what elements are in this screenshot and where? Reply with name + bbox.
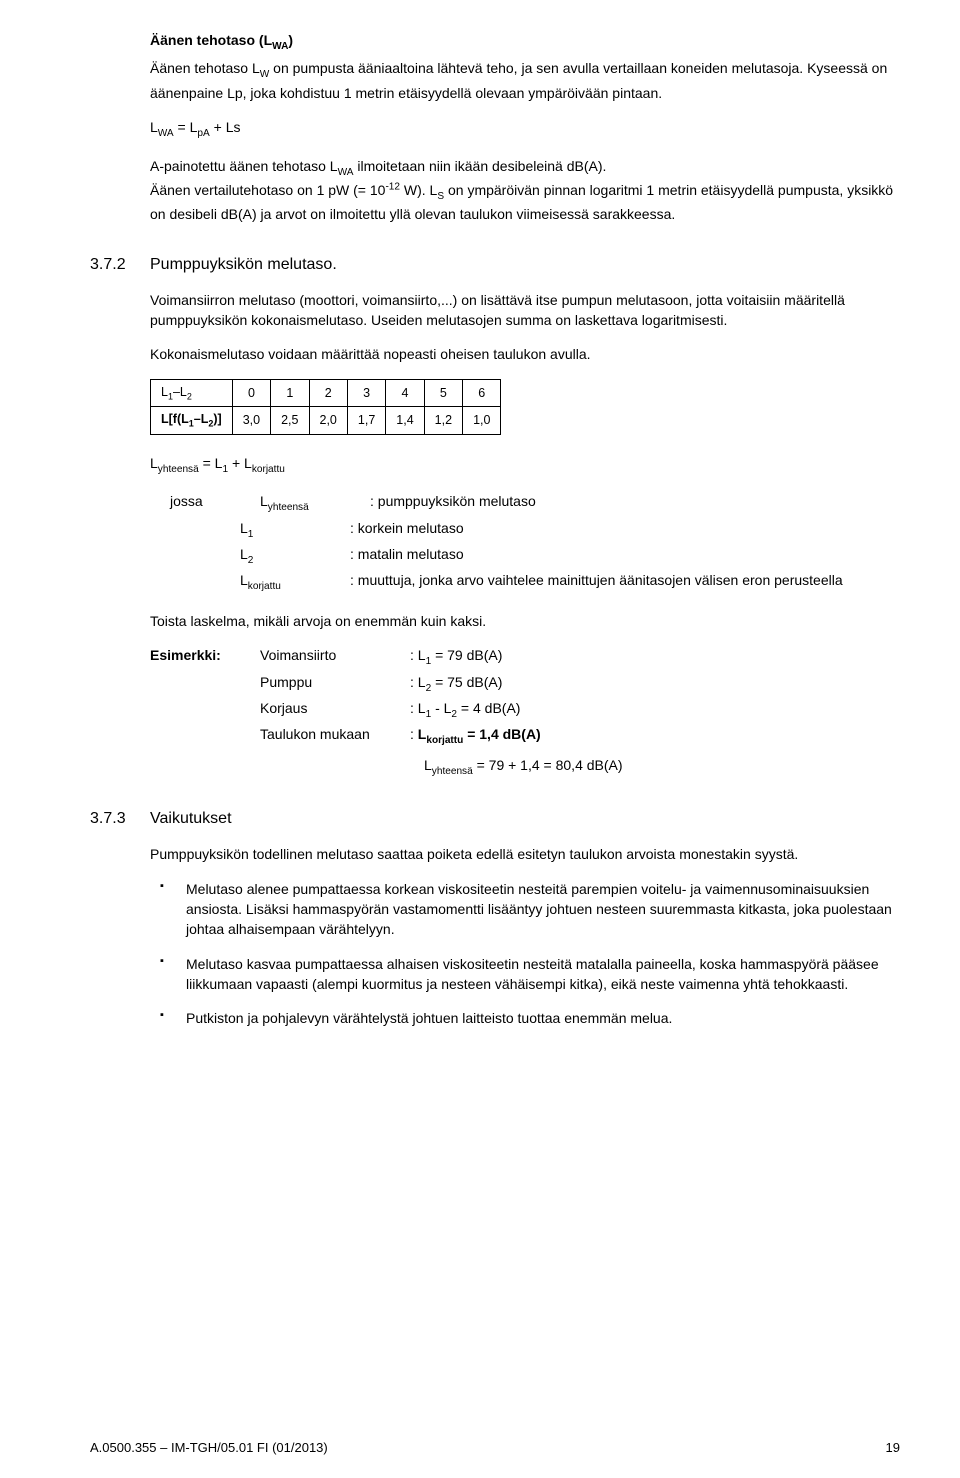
td-val: 1,0 [463,407,501,435]
ex-result: Lyhteensä = 79 + 1,4 = 80,4 dB(A) [410,755,900,779]
th-val: 0 [232,379,270,407]
def-sym: L1 [240,518,350,542]
th-val: 4 [386,379,424,407]
txt: L[f(L1–L2)] [161,412,222,426]
td-val: 1,2 [424,407,462,435]
ex-row: Pumppu : L2 = 75 dB(A) [150,672,900,696]
sub: WA [272,41,288,52]
section-title: Pumppuyksikön melutaso. [150,253,337,276]
txt: Äänen vertailutehotaso on 1 pW (= 10 [150,182,385,198]
page-footer: A.0500.355 – IM-TGH/05.01 FI (01/2013) 1… [90,1439,900,1458]
sub: WA [338,166,354,177]
section-373-body: Pumppuyksikön todellinen melutaso saatta… [150,844,900,1028]
s372-p3: Toista laskelma, mikäli arvoja on enemmä… [150,611,900,631]
th-val: 6 [463,379,501,407]
txt: on pumpusta ääniaaltoina lähtevä teho, j… [150,60,887,100]
sub: W [260,69,270,80]
power-eq: LWA = LpA + Ls [150,117,900,141]
txt: Äänen tehotaso L [150,60,260,76]
ex-c3: : L2 = 75 dB(A) [410,672,900,696]
correction-table: L1–L2 0 1 2 3 4 5 6 L[f(L1–L2)] 3,0 2,5 … [150,379,501,435]
table-row: L1–L2 0 1 2 3 4 5 6 [151,379,501,407]
def-sym: Lkorjattu [240,570,350,594]
ex-c2: Taulukon mukaan [260,724,410,748]
def-row: jossa Lyhteensä : pumppuyksikön melutaso [150,491,900,515]
sup: -12 [385,181,400,192]
td-val: 2,5 [271,407,309,435]
ex-c2: Pumppu [260,672,410,696]
ex-c3: : L1 - L2 = 4 dB(A) [410,698,900,722]
power-level-heading: Äänen tehotaso (LWA) [150,30,900,54]
txt: Äänen tehotaso (L [150,32,272,48]
table-row: L[f(L1–L2)] 3,0 2,5 2,0 1,7 1,4 1,2 1,0 [151,407,501,435]
ex-row: Lyhteensä = 79 + 1,4 = 80,4 dB(A) [150,755,900,779]
def-sym: Lyhteensä [260,491,370,515]
txt: ilmoitetaan niin ikään desibeleinä dB(A)… [353,158,606,174]
def-txt: : muuttuja, jonka arvo vaihtelee mainitt… [350,570,900,594]
td-val: 3,0 [232,407,270,435]
s372-p1: Voimansiirron melutaso (moottori, voiman… [150,290,900,331]
jossa-label: jossa [150,491,260,515]
txt: L [150,119,158,135]
power-p1: Äänen tehotaso LW on pumpusta ääniaaltoi… [150,58,900,103]
ex-row: Esimerkki: Voimansiirto : L1 = 79 dB(A) [150,645,900,669]
section-372-body: Voimansiirron melutaso (moottori, voiman… [150,290,900,779]
ex-row: Korjaus : L1 - L2 = 4 dB(A) [150,698,900,722]
td-label: L[f(L1–L2)] [151,407,233,435]
txt: = L [174,119,198,135]
th-val: 3 [347,379,385,407]
sub: WA [158,128,174,139]
section-number: 3.7.2 [90,253,150,276]
total-formula: Lyhteensä = L1 + Lkorjattu [150,453,900,477]
section-title: Vaikutukset [150,807,232,830]
list-item: Melutaso alenee pumpattaessa korkean vis… [150,879,900,940]
txt: + Ls [210,119,241,135]
txt: W). L [400,182,437,198]
def-row: L2 : matalin melutaso [150,544,900,568]
section-number: 3.7.3 [90,807,150,830]
def-sym: L2 [240,544,350,568]
section-heading-373: 3.7.3 Vaikutukset [90,807,900,830]
txt: A-painotettu äänen tehotaso L [150,158,338,174]
td-val: 1,4 [386,407,424,435]
list-item: Melutaso kasvaa pumpattaessa alhaisen vi… [150,954,900,995]
section-heading-372: 3.7.2 Pumppuyksikön melutaso. [90,253,900,276]
th-val: 1 [271,379,309,407]
footer-doc-id: A.0500.355 – IM-TGH/05.01 FI (01/2013) [90,1439,328,1458]
page: Äänen tehotaso (LWA) Äänen tehotaso LW o… [0,0,960,1478]
defs-block: jossa Lyhteensä : pumppuyksikön melutaso… [150,491,900,595]
s372-p2: Kokonaismelutaso voidaan määrittää nopea… [150,344,900,364]
txt: ) [288,32,293,48]
sub: pA [197,128,209,139]
td-val: 2,0 [309,407,347,435]
ex-c3: : L1 = 79 dB(A) [410,645,900,669]
td-val: 1,7 [347,407,385,435]
power-p2: A-painotettu äänen tehotaso LWA ilmoitet… [150,156,900,225]
list-item: Putkiston ja pohjalevyn värähtelystä joh… [150,1008,900,1028]
example-block: Esimerkki: Voimansiirto : L1 = 79 dB(A) … [150,645,900,779]
power-level-section: Äänen tehotaso (LWA) Äänen tehotaso LW o… [150,30,900,225]
def-txt: : pumppuyksikön melutaso [370,491,900,515]
def-row: Lkorjattu : muuttuja, jonka arvo vaihtel… [150,570,900,594]
th-val: 2 [309,379,347,407]
def-row: L1 : korkein melutaso [150,518,900,542]
ex-c3: : Lkorjattu = 1,4 dB(A) [410,724,900,748]
s373-p1: Pumppuyksikön todellinen melutaso saatta… [150,844,900,864]
page-number: 19 [886,1439,900,1458]
th-label: L1–L2 [151,379,233,407]
def-txt: : matalin melutaso [350,544,900,568]
def-txt: : korkein melutaso [350,518,900,542]
th-val: 5 [424,379,462,407]
esimerkki-label: Esimerkki: [150,647,221,663]
ex-row: Taulukon mukaan : Lkorjattu = 1,4 dB(A) [150,724,900,748]
ex-c2: Voimansiirto [260,645,410,669]
ex-c2: Korjaus [260,698,410,722]
bullet-list: Melutaso alenee pumpattaessa korkean vis… [150,879,900,1029]
